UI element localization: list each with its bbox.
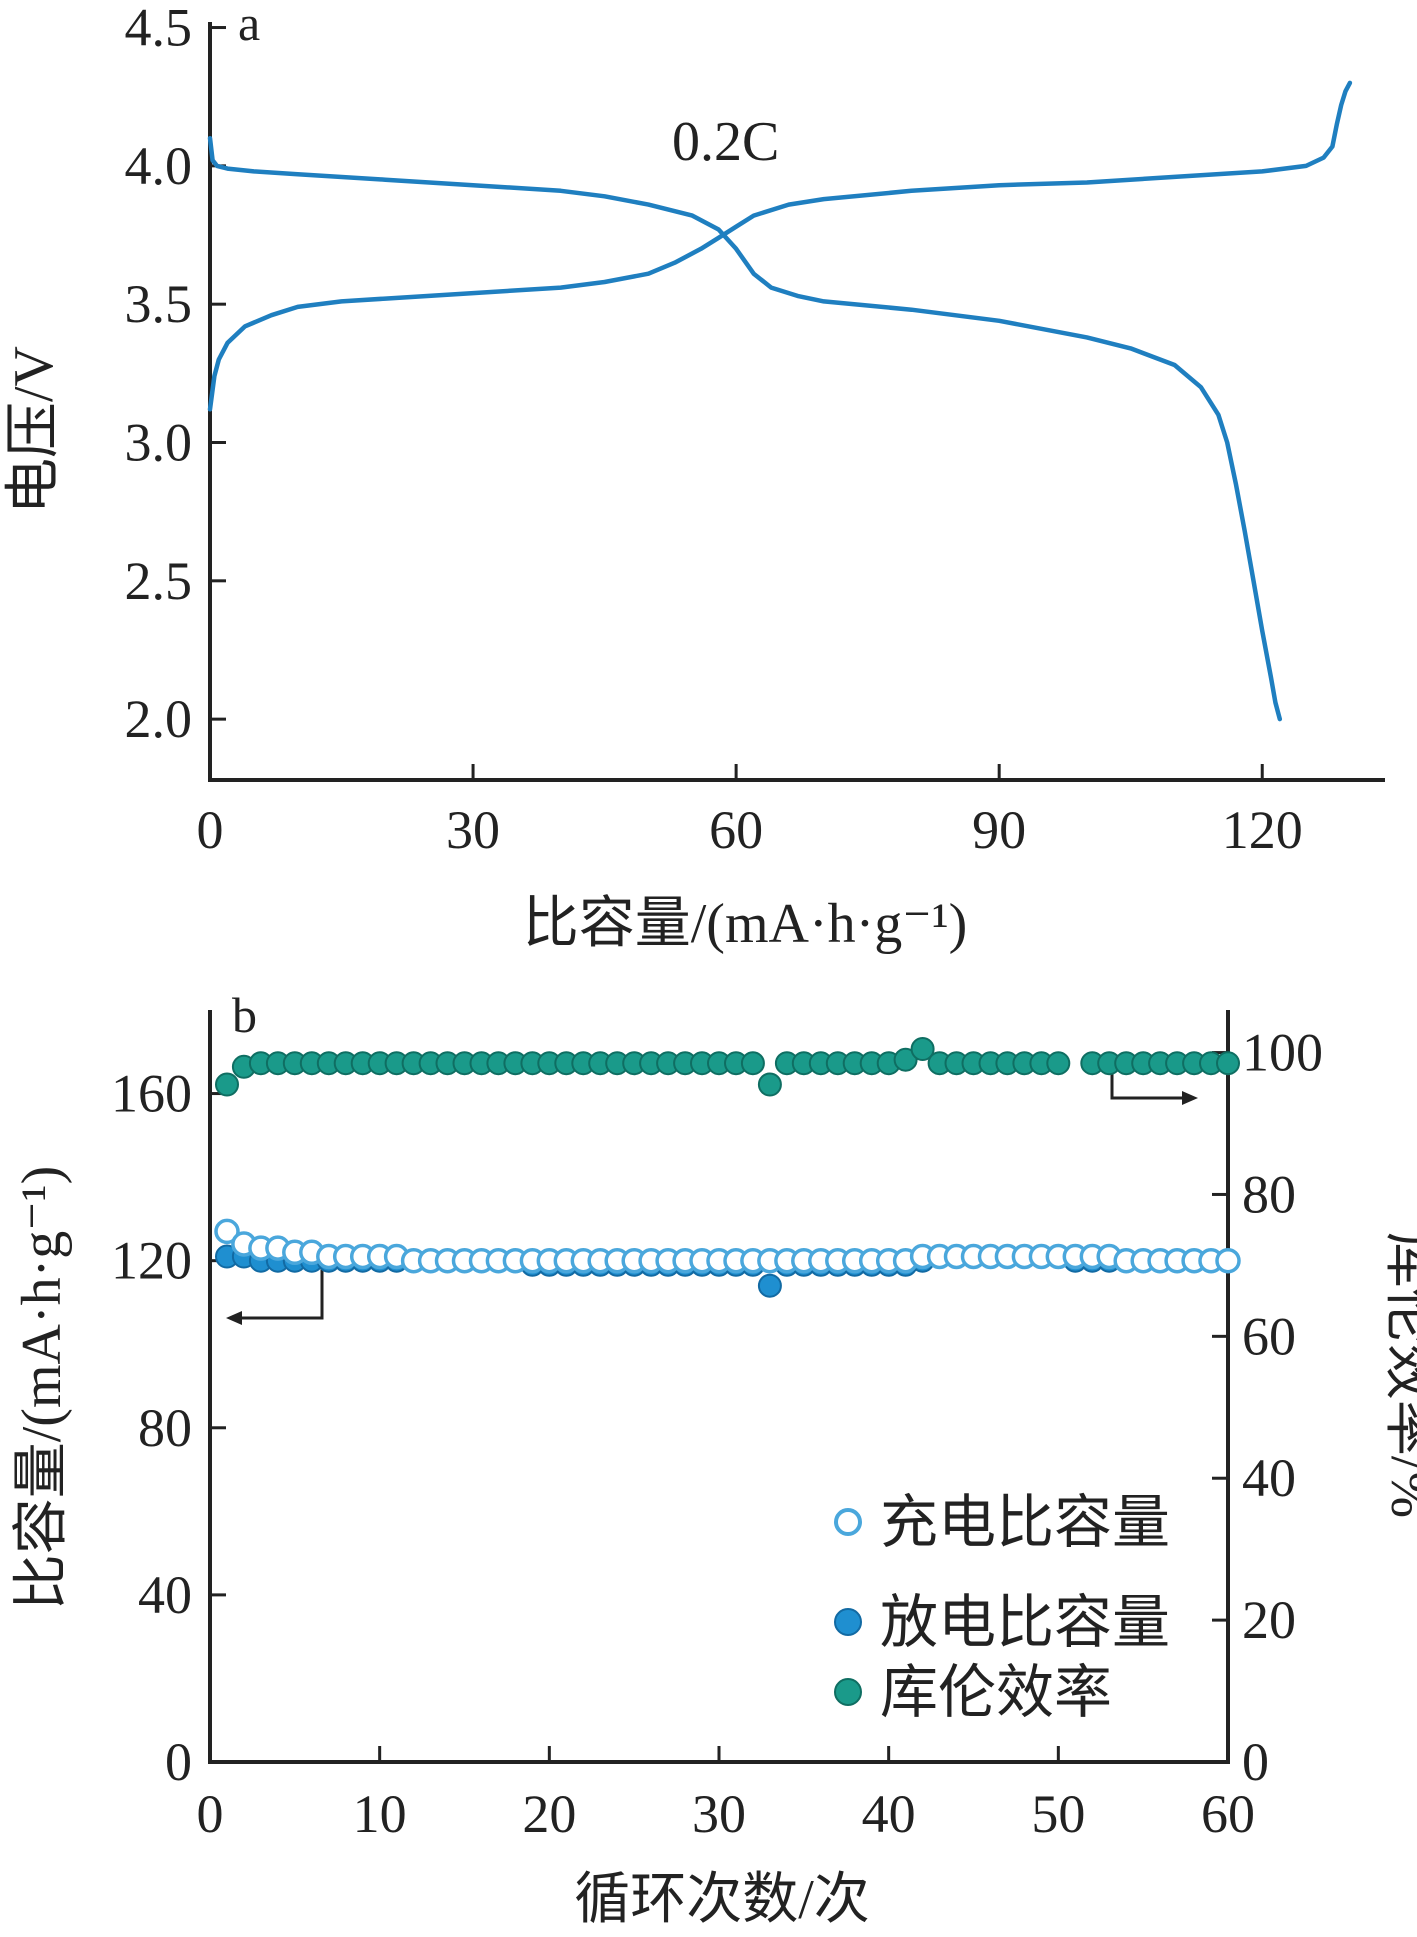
b-right-y-tick-label: 40 bbox=[1242, 1448, 1296, 1508]
b-left-y-tick-label: 0 bbox=[165, 1732, 192, 1792]
b-right-y-tick-label: 60 bbox=[1242, 1306, 1296, 1366]
legend-marker-efficiency bbox=[834, 1678, 862, 1706]
legend-item-charge: 充电比容量 bbox=[834, 1490, 1170, 1555]
b-left-y-tick-label: 120 bbox=[111, 1231, 192, 1291]
a-x-tick-label: 0 bbox=[197, 800, 224, 860]
right-axis-arrow bbox=[1110, 1066, 1198, 1105]
legend-label-charge: 充电比容量 bbox=[880, 1490, 1170, 1555]
b-right-y-label: 库伦效率/% bbox=[1379, 1232, 1417, 1518]
coulombic-efficiency-point bbox=[893, 1047, 918, 1072]
b-x-tick-label: 10 bbox=[353, 1784, 407, 1844]
charge-curve bbox=[207, 80, 1353, 412]
b-left-y-tick-label: 160 bbox=[111, 1064, 192, 1124]
panel-b: 0 40 80 120 160 0 20 40 60 80 100 0 10 20 30 40 50 60 b… bbox=[11, 987, 1417, 1931]
a-y-label: 电压/V bbox=[3, 346, 65, 514]
b-x-tick-label: 30 bbox=[692, 1784, 746, 1844]
b-x-tick-label: 20 bbox=[522, 1784, 576, 1844]
a-y-tick-label: 3.5 bbox=[125, 274, 193, 334]
legend-item-efficiency: 库伦效率 bbox=[834, 1660, 1112, 1725]
coulombic-efficiency-point bbox=[1046, 1051, 1071, 1076]
left-axis-arrow bbox=[226, 1268, 324, 1325]
a-x-label: 比容量/(mA·h·g⁻¹) bbox=[523, 893, 968, 955]
b-panel-label: b bbox=[232, 987, 257, 1043]
coulombic-efficiency-point bbox=[1216, 1051, 1240, 1076]
legend-marker-discharge bbox=[834, 1608, 862, 1636]
coulombic-efficiency-point bbox=[757, 1072, 782, 1097]
b-right-y-tick-label: 20 bbox=[1242, 1590, 1296, 1650]
a-y-tick-label: 2.0 bbox=[125, 689, 193, 749]
b-right-y-tick-label: 80 bbox=[1242, 1164, 1296, 1224]
b-x-tick-label: 0 bbox=[197, 1784, 224, 1844]
b-left-y-tick-label: 40 bbox=[138, 1565, 192, 1625]
b-right-y-tick-label: 0 bbox=[1242, 1732, 1269, 1792]
b-left-y-tick-label: 80 bbox=[138, 1398, 192, 1458]
a-x-tick-label: 120 bbox=[1222, 800, 1303, 860]
a-y-tick-label: 3.0 bbox=[125, 412, 193, 472]
a-panel-label: a bbox=[238, 0, 260, 51]
legend-label-discharge: 放电比容量 bbox=[880, 1590, 1170, 1655]
legend-item-discharge: 放电比容量 bbox=[834, 1590, 1170, 1655]
coulombic-efficiency-point bbox=[215, 1072, 239, 1097]
b-right-y-tick-label: 100 bbox=[1242, 1023, 1323, 1083]
b-x-tick-label: 40 bbox=[862, 1784, 916, 1844]
a-x-tick-label: 30 bbox=[446, 800, 500, 860]
a-y-tick-label: 4.5 bbox=[125, 0, 193, 58]
a-y-tick-label: 4.0 bbox=[125, 136, 193, 196]
b-x-tick-label: 60 bbox=[1201, 1784, 1255, 1844]
legend: 充电比容量 放电比容量 库伦效率 bbox=[834, 1490, 1170, 1725]
a-y-tick-label: 2.5 bbox=[125, 551, 193, 611]
coulombic-efficiency-point bbox=[910, 1037, 935, 1061]
a-x-tick-label: 60 bbox=[709, 800, 763, 860]
a-rate-annotation: 0.2C bbox=[672, 111, 779, 173]
charge-capacity-point bbox=[214, 1218, 240, 1245]
legend-label-efficiency: 库伦效率 bbox=[880, 1660, 1112, 1725]
panel-a: 2.0 2.5 3.0 3.5 4.0 4.5 0 30 60 90 120 a 0.2C 比容量… bbox=[3, 0, 1385, 955]
coulombic-efficiency-point bbox=[740, 1051, 765, 1076]
b-x-tick-label: 50 bbox=[1031, 1784, 1085, 1844]
b-x-label: 循环次数/次 bbox=[574, 1869, 870, 1931]
legend-marker-charge bbox=[834, 1508, 862, 1536]
b-left-y-label: 比容量/(mA·h·g⁻¹) bbox=[11, 1166, 73, 1611]
a-x-tick-label: 90 bbox=[972, 800, 1026, 860]
discharge-capacity-point bbox=[757, 1273, 782, 1298]
discharge-curve bbox=[207, 135, 1283, 722]
charge-capacity-point bbox=[1215, 1247, 1241, 1274]
